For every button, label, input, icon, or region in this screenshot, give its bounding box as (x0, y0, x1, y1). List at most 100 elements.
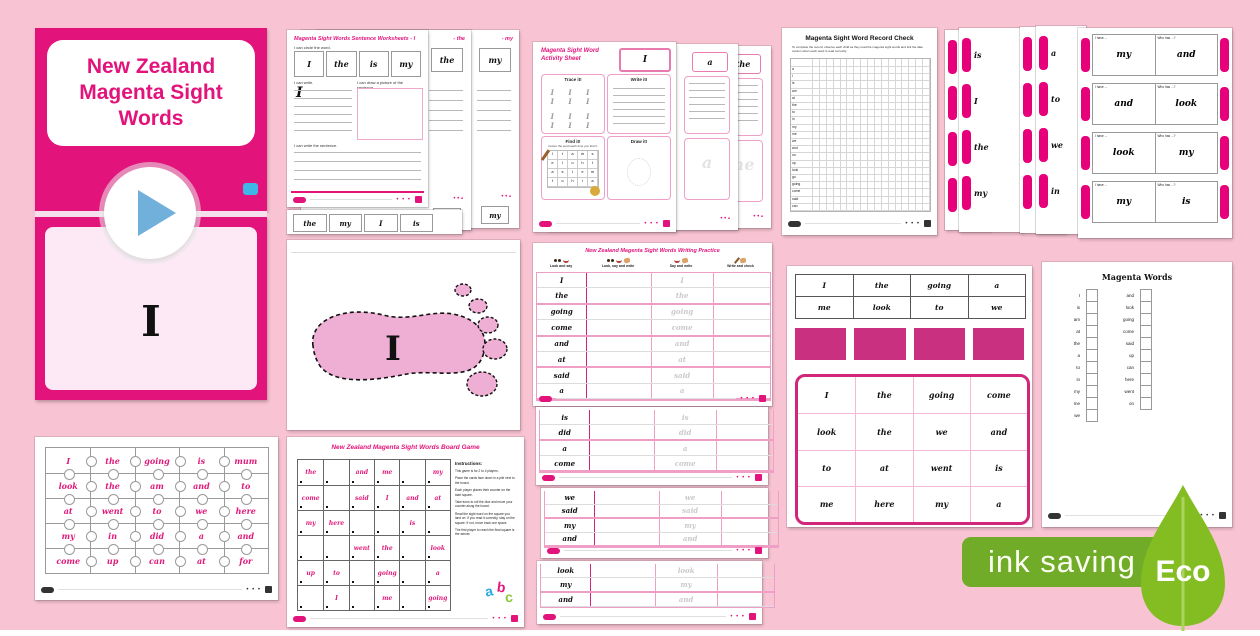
word-faint: at (678, 354, 687, 364)
record-cell (881, 167, 889, 175)
record-cell (895, 196, 903, 204)
record-cell (861, 138, 869, 147)
logo-icon (41, 586, 54, 593)
page-footer: • • • (1048, 512, 1226, 519)
page-footer: • • • (539, 395, 766, 402)
record-cell (826, 117, 834, 125)
record-cell (861, 174, 869, 183)
cell-dot (377, 581, 379, 583)
record-cell (847, 146, 855, 154)
card-right-cell: Who has ...? look (1156, 84, 1218, 124)
record-cell: on (791, 153, 813, 161)
record-cell (813, 117, 820, 125)
record-cell (881, 182, 889, 190)
record-cell (847, 124, 855, 132)
record-cell: going (791, 182, 813, 190)
page-dots: • • • (736, 547, 751, 554)
writing-cell (714, 368, 770, 382)
card-left-cell: I have ... and (1093, 84, 1155, 124)
page-dots: • • • (396, 196, 411, 203)
word-table-cell: I (822, 281, 826, 290)
find-cell: h (578, 160, 588, 169)
flashcard-tab (1081, 87, 1090, 121)
card-right-header: Who has ...? (1157, 183, 1176, 187)
writing-cell (595, 491, 660, 504)
word-box: is (358, 51, 389, 77)
word-faint: look (677, 566, 695, 575)
column-label: Say and write (669, 264, 693, 268)
record-cell (902, 67, 910, 75)
record-cell (854, 131, 862, 139)
page-dots: • • • (905, 220, 920, 227)
cell-dot (402, 556, 405, 558)
record-cell (916, 196, 924, 204)
record-cell (916, 174, 924, 183)
writing-table: look look my my and and (540, 564, 775, 608)
checklist-title: Magenta Words (1101, 272, 1173, 282)
record-cell (868, 131, 875, 139)
writing-cell: the (652, 288, 714, 303)
flashcard-row: in (1039, 172, 1084, 210)
writing-cell: and (537, 336, 588, 351)
record-cell (923, 196, 930, 204)
word: I (560, 275, 564, 285)
faint-sketch (627, 158, 651, 186)
writing-header-cell: Look and say (536, 256, 586, 268)
record-cell (909, 124, 917, 132)
word-faint: did (678, 427, 692, 437)
cell-dot (377, 606, 379, 608)
word: said (561, 506, 578, 516)
record-cell (868, 67, 875, 75)
record-cell (888, 138, 896, 147)
record-cell (826, 74, 834, 82)
flashcard-tab (962, 38, 971, 72)
eyes-icon (606, 258, 614, 262)
word-faint: a (679, 386, 685, 396)
cell-dot (326, 581, 329, 583)
record-cell (847, 131, 855, 139)
hand-icon (738, 256, 747, 264)
word-faint: come (671, 322, 693, 332)
word-box: the (431, 48, 463, 72)
flashcard-word: my (974, 188, 988, 198)
record-cell (813, 124, 820, 132)
draw-quadrant: Draw it! (607, 136, 671, 200)
flashcard-row (1023, 81, 1064, 119)
writing-cell (718, 578, 774, 591)
record-cell (813, 102, 820, 111)
puzzle-knob (241, 468, 253, 480)
bingo-cell: went (912, 450, 970, 486)
record-cell (840, 67, 848, 75)
writing-cell: we (545, 491, 596, 504)
flashcard-tab (948, 132, 957, 166)
record-cell (895, 81, 903, 89)
play-button[interactable] (104, 167, 196, 259)
record-cell (868, 167, 875, 175)
record-cell: go (791, 174, 813, 183)
write-line (722, 120, 758, 121)
focus-word-box: a (692, 52, 728, 72)
writing-cell: I (537, 273, 588, 288)
record-cell (819, 182, 827, 190)
record-cell (909, 67, 917, 75)
record-cell (840, 146, 848, 154)
cell-dot (326, 481, 329, 483)
record-cell (923, 153, 930, 161)
record-cell (902, 110, 910, 118)
worksheet-title-fragment: - the (453, 36, 465, 42)
title-line2: Magenta Sight Words (79, 81, 223, 130)
record-cell (847, 138, 855, 147)
bingo-cell: going (912, 377, 970, 414)
page-footer: • • • (293, 196, 422, 203)
record-cell (888, 196, 896, 204)
record-cell (813, 167, 820, 175)
write-line (689, 83, 725, 84)
record-cell (874, 102, 882, 111)
flashcard-tab (1220, 185, 1229, 219)
cell-dot (300, 481, 302, 483)
record-cell (826, 203, 834, 211)
flashcard-row (948, 176, 989, 214)
i-have-who-has-card: I have ... my Who has ...? is (1092, 181, 1218, 223)
column-label: Write and check (727, 264, 754, 268)
